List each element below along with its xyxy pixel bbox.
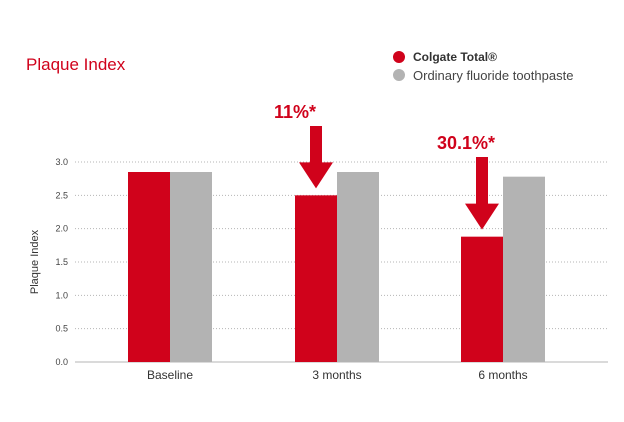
bar-ordinary	[170, 172, 212, 362]
y-axis-label: Plaque Index	[29, 229, 41, 294]
bar-colgate	[461, 236, 503, 362]
legend-swatch-ordinary	[393, 69, 405, 81]
bar-ordinary	[503, 176, 545, 362]
chart-title: Plaque Index	[26, 55, 126, 74]
y-tick-label: 0.0	[55, 357, 68, 367]
y-tick-label: 1.5	[55, 257, 68, 267]
reduction-annotation: 30.1%*	[437, 133, 495, 153]
legend: Colgate Total® Ordinary fluoride toothpa…	[393, 48, 573, 84]
y-tick-label: 3.0	[55, 157, 68, 167]
legend-swatch-colgate	[393, 51, 405, 63]
bar-colgate	[295, 195, 337, 362]
reduction-annotation: 11%*	[274, 102, 316, 122]
y-tick-label: 1.0	[55, 290, 68, 300]
y-tick-label: 2.0	[55, 224, 68, 234]
down-arrow-icon	[299, 126, 333, 189]
down-arrow-icon	[465, 157, 499, 230]
bar-colgate	[128, 172, 170, 362]
legend-label-colgate: Colgate Total®	[413, 50, 497, 64]
y-tick-label: 2.5	[55, 190, 68, 200]
legend-label-ordinary: Ordinary fluoride toothpaste	[413, 67, 574, 83]
legend-item-colgate: Colgate Total®	[393, 48, 573, 66]
y-tick-label: 0.5	[55, 324, 68, 334]
x-category-label: Baseline	[147, 368, 193, 382]
x-category-label: 3 months	[312, 368, 361, 382]
bar-ordinary	[337, 172, 379, 362]
x-category-label: 6 months	[478, 368, 527, 382]
legend-item-ordinary: Ordinary fluoride toothpaste	[393, 66, 573, 84]
